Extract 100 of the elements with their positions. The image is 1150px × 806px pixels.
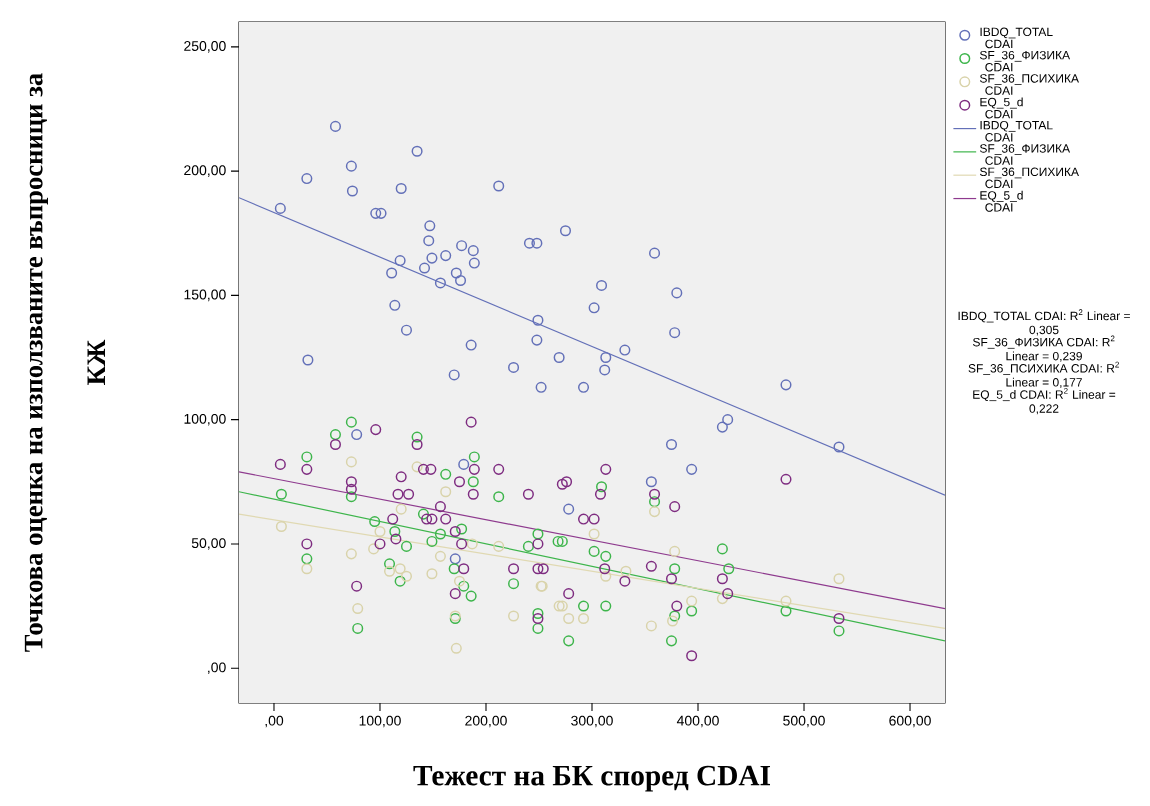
- point: [619, 344, 631, 356]
- point: [395, 182, 407, 195]
- point: [426, 568, 438, 580]
- point: [448, 563, 460, 575]
- point: [369, 516, 381, 528]
- point: [649, 506, 661, 518]
- point: [426, 513, 438, 525]
- point: [559, 225, 572, 237]
- point: [301, 563, 313, 575]
- point: [508, 610, 520, 622]
- point: [723, 563, 735, 575]
- point: [780, 473, 792, 485]
- point: [400, 324, 413, 336]
- point: [523, 237, 535, 249]
- point: [465, 416, 477, 428]
- point: [374, 525, 386, 538]
- point: [434, 277, 446, 289]
- x-axis-title: Тежест на БК според CDAI: [413, 765, 770, 792]
- point: [563, 635, 575, 647]
- point: [450, 642, 462, 654]
- point: [456, 523, 468, 535]
- x-tick-label: ,00: [265, 715, 284, 728]
- point: [411, 145, 423, 157]
- point: [531, 237, 543, 249]
- x-tick-label: 300,00: [571, 715, 613, 728]
- text: SF_36_ПСИХИКА CDAI: R$^{2}$ Linear = 0,177: [968, 361, 1119, 389]
- point: [345, 491, 357, 503]
- point: [716, 543, 728, 555]
- point: [588, 513, 600, 525]
- point: [453, 476, 466, 488]
- point: [468, 463, 480, 475]
- point: [716, 421, 728, 433]
- point: [394, 255, 406, 267]
- point: [383, 565, 396, 577]
- point: [563, 503, 575, 515]
- point: [423, 235, 435, 247]
- point: [449, 588, 461, 600]
- point: [537, 563, 549, 575]
- point: [275, 488, 287, 500]
- point: [669, 545, 681, 557]
- point: [386, 267, 398, 279]
- point: [833, 625, 845, 637]
- point: [522, 540, 534, 552]
- point: [532, 607, 544, 620]
- point: [686, 463, 698, 475]
- point: [532, 622, 544, 634]
- point: [686, 605, 698, 617]
- point: [329, 429, 342, 441]
- point: [374, 538, 386, 550]
- legend-label: SF_36_ФИЗИКА CDAI: [979, 50, 1071, 72]
- point: [394, 563, 406, 575]
- point: [665, 635, 678, 647]
- point: [440, 486, 452, 498]
- point: [645, 560, 657, 572]
- point: [458, 458, 470, 470]
- point: [345, 416, 357, 428]
- point: [649, 247, 661, 259]
- point: [780, 595, 792, 607]
- point: [552, 535, 564, 547]
- point: [645, 620, 657, 632]
- point: [411, 438, 423, 451]
- point: [450, 267, 462, 279]
- point: [532, 528, 544, 540]
- point: [588, 302, 600, 314]
- point: [600, 570, 612, 582]
- point: [458, 563, 470, 575]
- point: [563, 612, 575, 625]
- point: [532, 612, 544, 625]
- point: [645, 476, 657, 488]
- point: [833, 573, 845, 585]
- point: [275, 520, 287, 533]
- point: [556, 535, 568, 547]
- point: [467, 476, 479, 488]
- point: [599, 563, 611, 575]
- point: [424, 220, 436, 232]
- legend-label: IBDQ_TOTAL CDAI: [980, 27, 1053, 49]
- point: [390, 533, 402, 545]
- point: [669, 501, 681, 513]
- point: [418, 262, 431, 274]
- point: [421, 513, 433, 525]
- point: [400, 540, 413, 552]
- point: [686, 595, 698, 607]
- y-tick-label: 200,00: [184, 165, 226, 177]
- point: [649, 496, 661, 508]
- point: [351, 580, 363, 592]
- point: [531, 334, 543, 346]
- point: [600, 463, 612, 475]
- point: [577, 600, 590, 612]
- point: [722, 588, 734, 600]
- point: [417, 463, 429, 475]
- text: IBDQ_TOTAL CDAI: R$^{2}$ Linear = 0,305: [958, 309, 1130, 336]
- text: Точкова оценка на използваните въпросници за КЖ: [24, 73, 105, 652]
- point: [370, 207, 382, 219]
- point: [556, 478, 568, 490]
- point: [449, 525, 461, 538]
- point: [833, 612, 845, 625]
- point: [448, 369, 460, 381]
- point: [440, 250, 452, 262]
- point: [468, 451, 480, 463]
- point: [375, 207, 387, 219]
